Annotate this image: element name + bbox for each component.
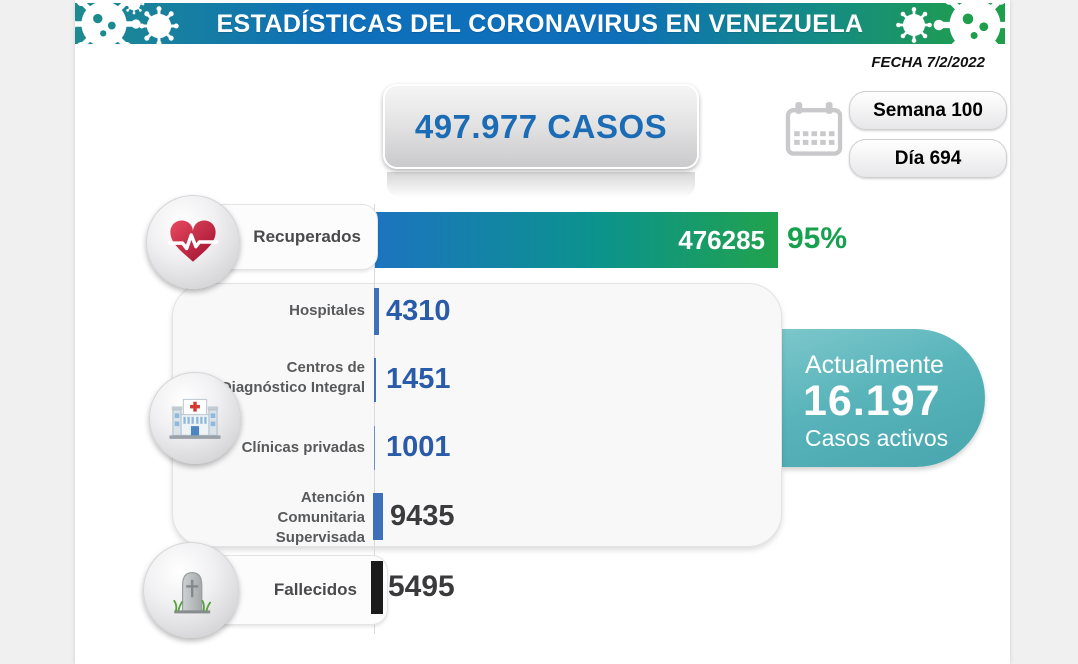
header-banner: ESTADÍSTICAS DEL CORONAVIRUS EN VENEZUEL… bbox=[75, 3, 1005, 44]
chart-axis-line bbox=[374, 204, 375, 634]
deceased-badge bbox=[143, 542, 239, 638]
day-badge: Día 694 bbox=[849, 139, 1007, 178]
total-cases-box: 497.977 CASOS bbox=[383, 84, 699, 169]
recovered-percent: 95% bbox=[787, 222, 848, 255]
recovered-badge bbox=[146, 195, 240, 289]
tombstone-icon bbox=[161, 560, 221, 620]
deceased-value: 5495 bbox=[388, 570, 455, 603]
total-cases-reflection bbox=[387, 172, 695, 198]
active-cases-subcaption: Casos activos bbox=[805, 425, 949, 451]
week-badge: Semana 100 bbox=[849, 91, 1007, 130]
row-value-acs: 9435 bbox=[390, 500, 455, 532]
recovered-value: 476285 bbox=[678, 224, 765, 255]
row-bar-clinicas bbox=[374, 426, 375, 470]
row-bar-acs bbox=[373, 493, 383, 540]
row-label-hospitales: Hospitales bbox=[289, 302, 365, 319]
deceased-bar bbox=[371, 561, 383, 614]
row-label-clinicas: Clínicas privadas bbox=[241, 439, 365, 456]
row-bar-cdi bbox=[374, 358, 376, 402]
care-breakdown-panel bbox=[172, 283, 782, 547]
hospital-icon bbox=[166, 389, 224, 447]
row-label-cdi: Centros de Diagnóstico Integral bbox=[220, 359, 365, 396]
row-value-cdi: 1451 bbox=[386, 363, 451, 395]
heart-pulse-icon bbox=[164, 213, 222, 271]
calendar-icon bbox=[783, 96, 845, 164]
active-cases-caption: Actualmente bbox=[805, 351, 944, 379]
page-title: ESTADÍSTICAS DEL CORONAVIRUS EN VENEZUEL… bbox=[216, 10, 864, 38]
deceased-label: Fallecidos bbox=[273, 580, 357, 599]
recovered-bar: 476285 bbox=[375, 212, 778, 268]
row-value-clinicas: 1001 bbox=[386, 431, 451, 463]
active-cases-value: 16.197 bbox=[803, 377, 941, 425]
date-label: FECHA 7/2/2022 bbox=[871, 54, 985, 71]
row-label-acs: Atención Comunitaria Supervisada bbox=[275, 489, 365, 546]
total-cases-value: 497.977 CASOS bbox=[414, 107, 668, 145]
row-value-hospitales: 4310 bbox=[386, 295, 451, 327]
row-bar-hospitales bbox=[374, 288, 379, 335]
active-cases-box: Actualmente 16.197 Casos activos bbox=[782, 329, 985, 467]
recovered-label: Recuperados bbox=[253, 227, 361, 246]
health-centers-badge bbox=[149, 372, 241, 464]
